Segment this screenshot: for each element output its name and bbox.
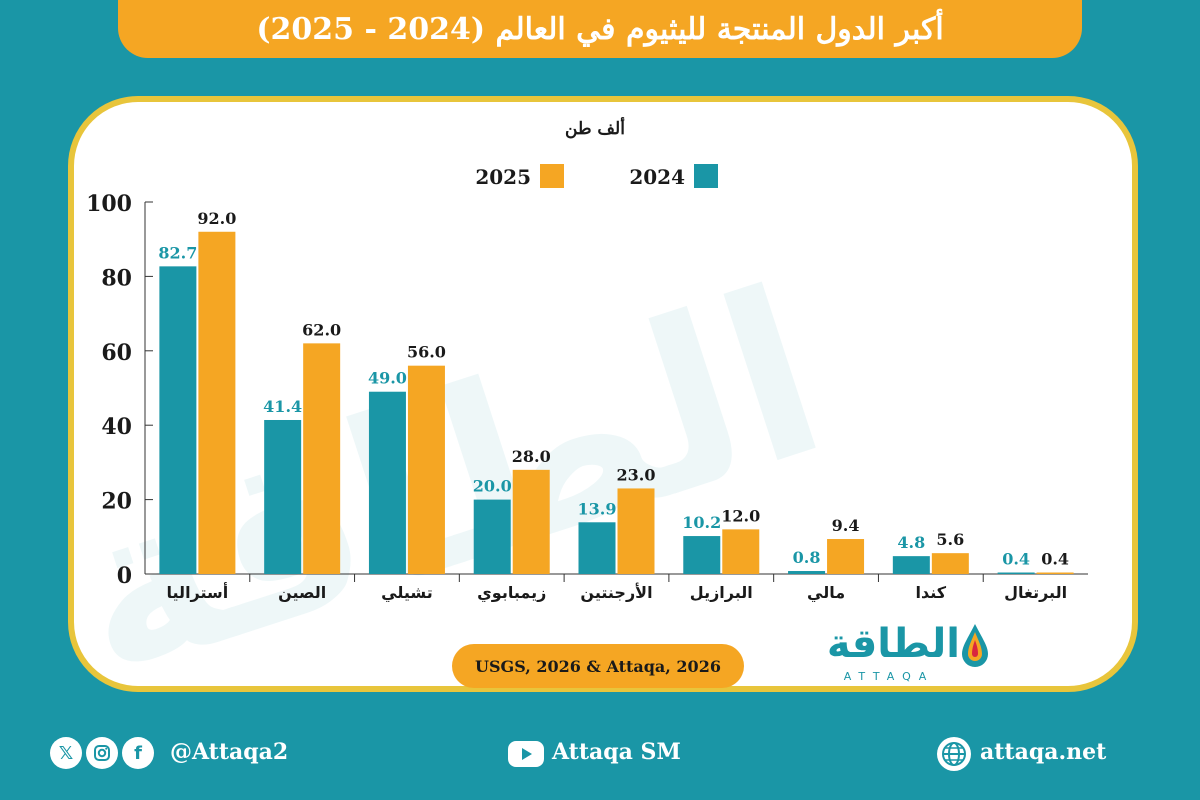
data-label-2024: 49.0 <box>368 369 407 388</box>
bar-2025 <box>303 343 341 574</box>
data-label-2025: 12.0 <box>721 506 760 525</box>
y-axis-unit-label: ألف طن <box>565 116 625 139</box>
data-label-2024: 0.8 <box>793 548 821 567</box>
youtube-channel[interactable]: Attaqa SM <box>552 739 681 765</box>
data-label-2024: 4.8 <box>897 533 925 552</box>
y-tick-label: 60 <box>101 340 132 366</box>
x-tick-label: الصين <box>278 583 326 602</box>
bar-2025 <box>407 365 445 574</box>
bar-2025 <box>512 469 550 574</box>
bar-2025 <box>827 539 865 574</box>
y-tick-label: 40 <box>101 414 132 440</box>
x-tick-label: كندا <box>916 583 947 602</box>
bar-2024 <box>473 499 511 574</box>
x-tick-label: مالي <box>807 583 845 603</box>
bar-2024 <box>892 556 930 574</box>
source-label: USGS, 2026 & Attaqa, 2026 <box>452 644 744 688</box>
legend-swatch-2024 <box>694 164 718 188</box>
bar-2025 <box>617 488 655 574</box>
data-label-2025: 56.0 <box>407 343 446 362</box>
bar-2024 <box>264 419 302 574</box>
legend-swatch-2025 <box>540 164 564 188</box>
x-icon[interactable]: 𝕏 <box>50 737 82 769</box>
globe-icon[interactable] <box>936 736 972 772</box>
x-tick-label: البرتغال <box>1004 583 1067 602</box>
x-tick-label: زيمبابوي <box>477 583 546 603</box>
bar-2025 <box>198 231 236 574</box>
title-banner: أكبر الدول المنتجة لليثيوم في العالم (20… <box>118 0 1082 58</box>
source-text: USGS, 2026 & Attaqa, 2026 <box>475 656 721 676</box>
bar-2024 <box>683 536 721 574</box>
facebook-icon[interactable]: f <box>122 737 154 769</box>
x-tick-label: الأرجنتين <box>580 583 652 602</box>
x-tick-label: تشيلي <box>381 583 433 603</box>
bar-2025 <box>931 553 969 574</box>
bar-2025 <box>722 529 760 574</box>
x-tick-label: البرازيل <box>690 583 753 602</box>
data-label-2025: 28.0 <box>512 447 551 466</box>
data-label-2024: 0.4 <box>1002 550 1030 569</box>
data-label-2024: 10.2 <box>682 513 721 532</box>
page-title: أكبر الدول المنتجة لليثيوم في العالم (20… <box>256 11 944 47</box>
chart-card <box>68 96 1138 692</box>
data-label-2024: 41.4 <box>263 397 302 416</box>
logo-drop-icon <box>962 624 988 667</box>
bar-2024 <box>997 572 1035 575</box>
y-tick-label: 0 <box>117 563 132 589</box>
data-label-2025: 9.4 <box>832 516 860 535</box>
footer: 𝕏 f @Attaqa2 Attaqa SM attaqa.net <box>0 724 1200 784</box>
y-tick-label: 20 <box>101 489 132 515</box>
y-tick-label: 100 <box>86 191 132 217</box>
bar-2025 <box>1036 572 1074 575</box>
website-link[interactable]: attaqa.net <box>980 739 1107 765</box>
logo-latin-text: ATTAQA <box>843 670 935 683</box>
legend-label-2025: 2025 <box>475 165 531 189</box>
social-icons: 𝕏 f <box>50 737 154 769</box>
data-label-2025: 23.0 <box>617 465 656 484</box>
social-handle[interactable]: @Attaqa2 <box>170 739 289 765</box>
data-label-2024: 82.7 <box>158 243 197 262</box>
bar-2024 <box>159 266 197 574</box>
data-label-2024: 20.0 <box>473 477 512 496</box>
youtube-icon[interactable] <box>508 741 544 767</box>
bar-2024 <box>578 522 616 574</box>
data-label-2025: 92.0 <box>197 209 236 228</box>
bar-2024 <box>788 571 826 574</box>
data-label-2025: 0.4 <box>1041 550 1069 569</box>
legend-label-2024: 2024 <box>629 165 685 189</box>
logo-arabic-text: الطاقة <box>826 621 960 667</box>
data-label-2025: 5.6 <box>936 530 964 549</box>
x-tick-label: أستراليا <box>167 582 229 602</box>
data-label-2024: 13.9 <box>578 499 617 518</box>
bar-2024 <box>368 391 406 574</box>
attaqa-logo: الطاقة ATTAQA <box>810 620 990 686</box>
y-tick-label: 80 <box>101 265 132 291</box>
data-label-2025: 62.0 <box>302 320 341 339</box>
instagram-icon[interactable] <box>86 737 118 769</box>
